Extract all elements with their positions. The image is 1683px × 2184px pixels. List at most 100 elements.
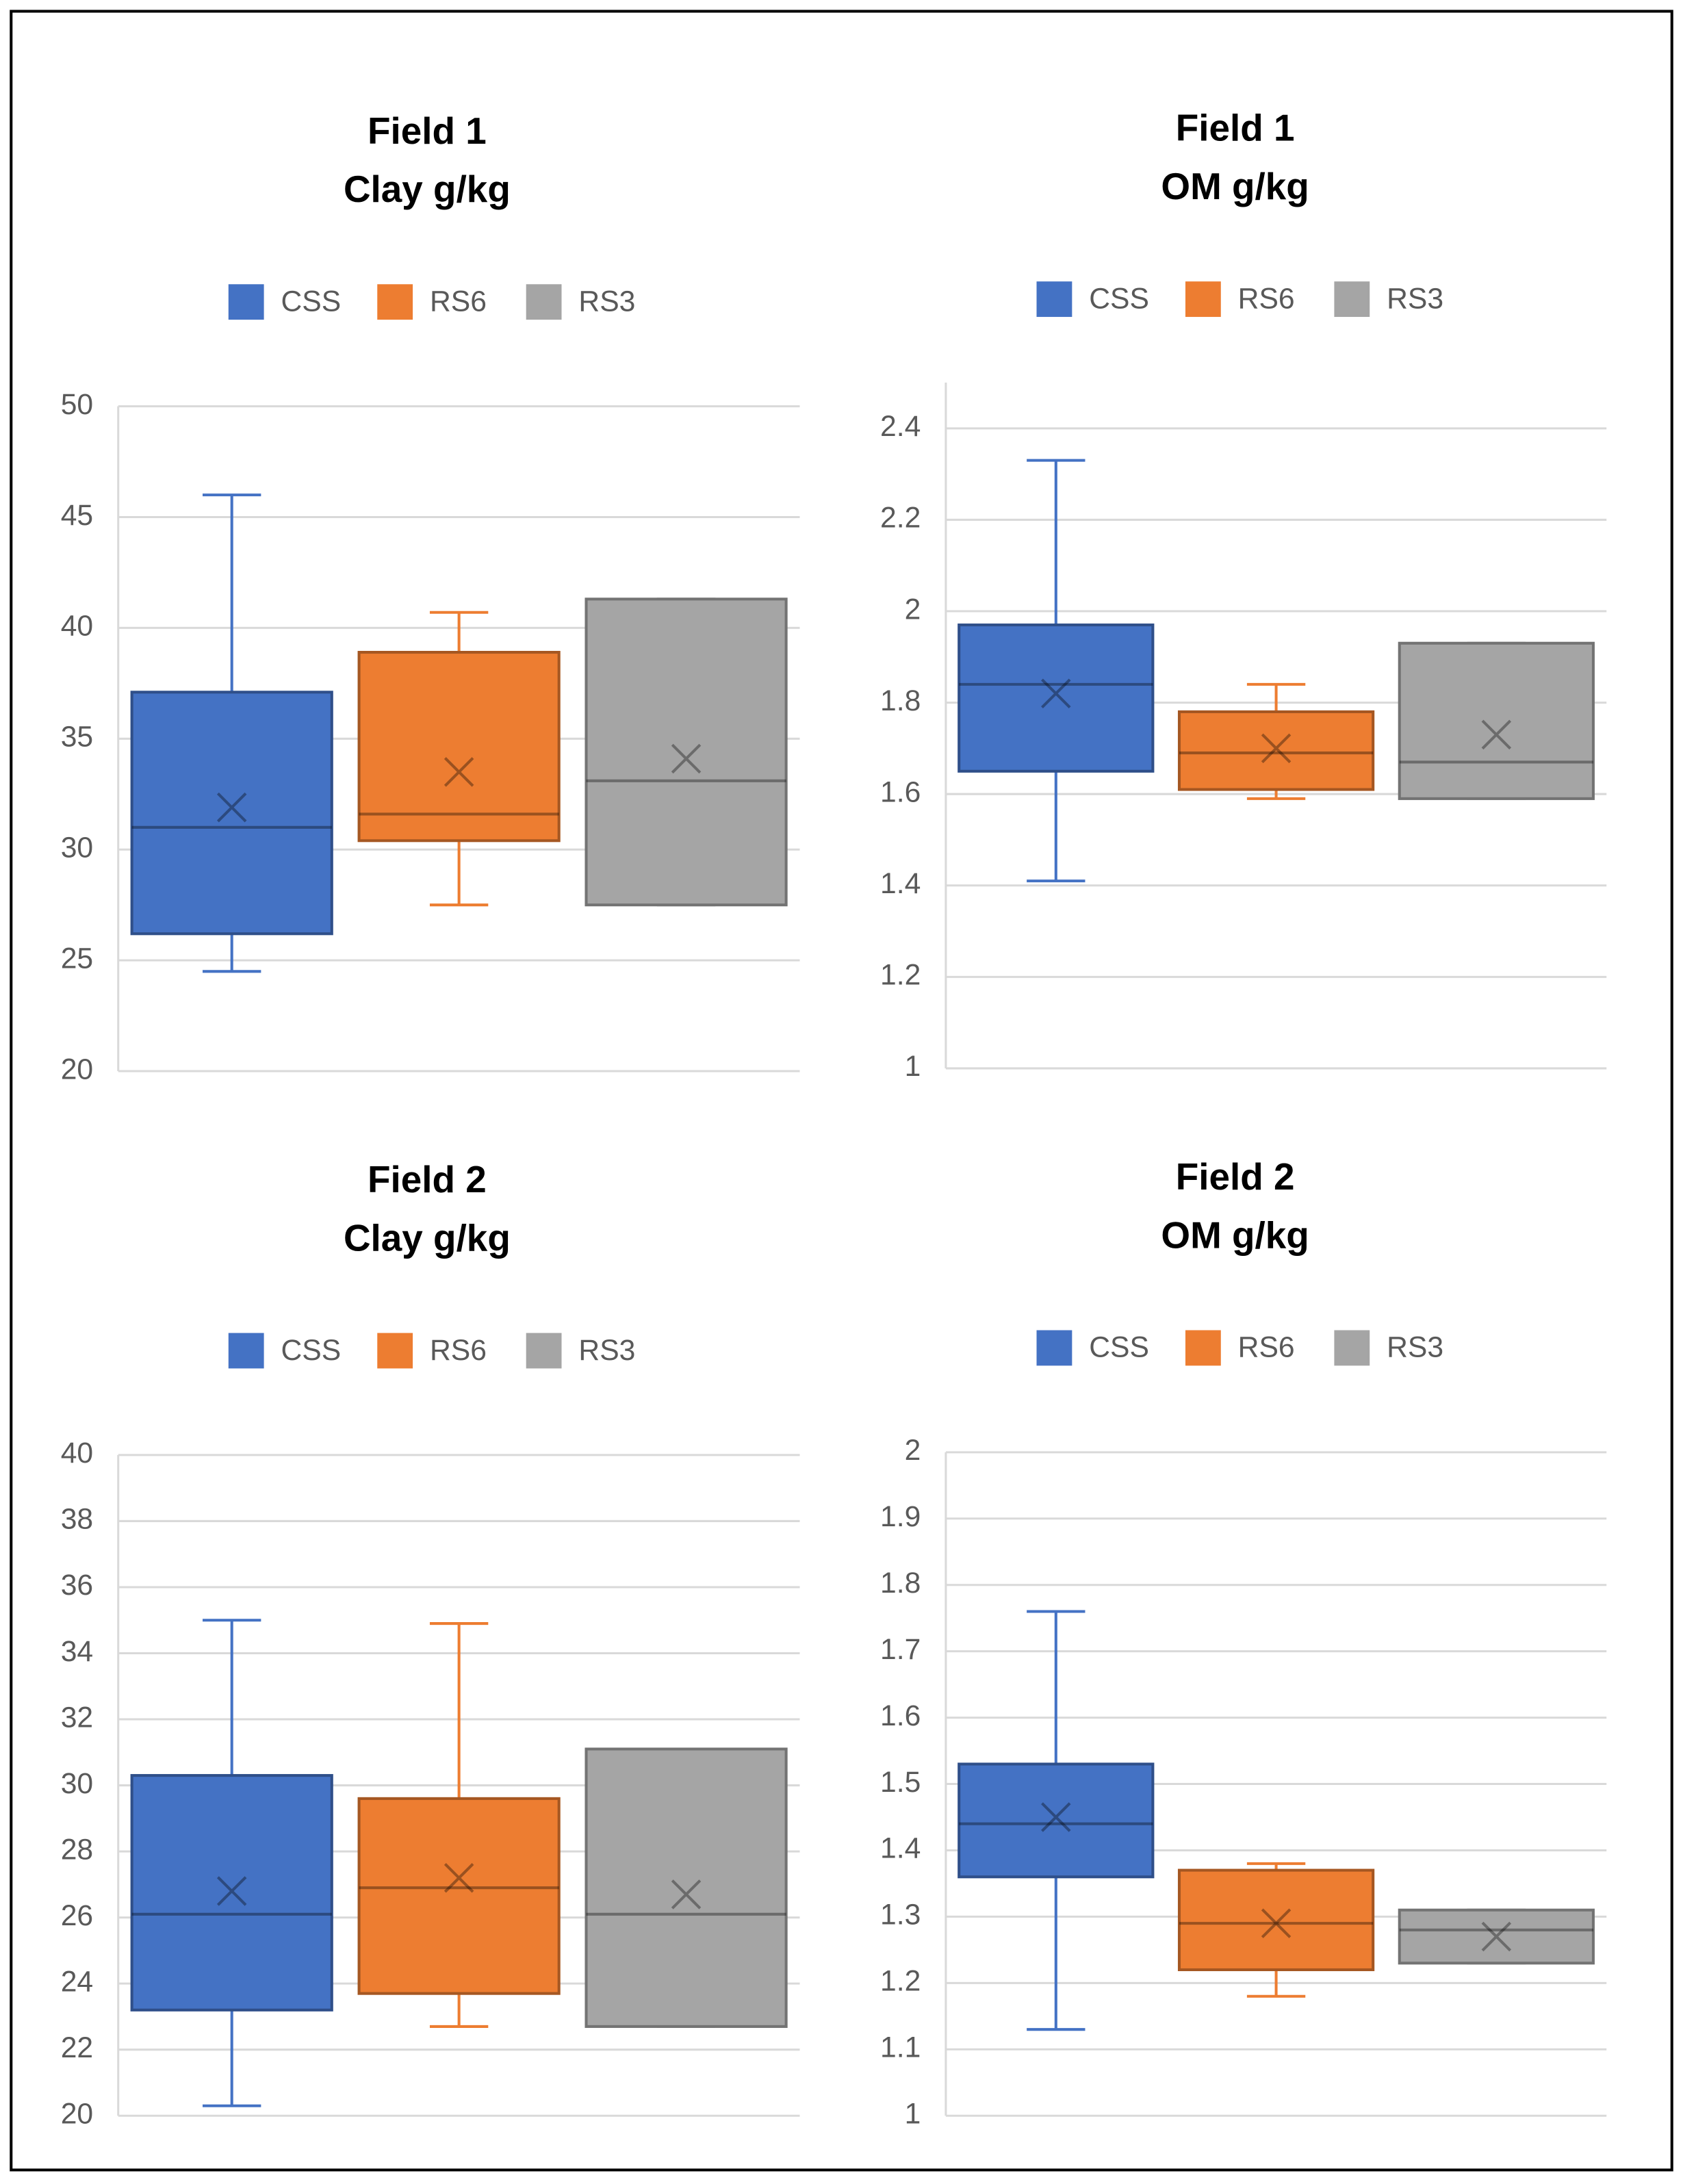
mean-marker xyxy=(1481,1921,1512,1952)
y-tick-label: 28 xyxy=(61,1833,93,1866)
y-tick-label: 1.6 xyxy=(880,1699,921,1732)
box-edge xyxy=(1177,1868,1375,1971)
chart-title: Field 1 xyxy=(368,110,487,152)
box xyxy=(357,1797,561,1995)
box-edge xyxy=(1398,1908,1595,1965)
y-tick-label: 26 xyxy=(61,1899,93,1932)
legend-label: RS6 xyxy=(1238,282,1295,315)
chart-title: Field 1 xyxy=(1176,107,1295,149)
legend-label: RS3 xyxy=(1387,282,1443,315)
chart-subtitle: OM g/kg xyxy=(1161,1213,1309,1256)
legend-label: CSS xyxy=(281,1334,342,1367)
legend-label: RS3 xyxy=(578,285,635,318)
y-tick-label: 1.4 xyxy=(880,1832,921,1865)
legend-swatch xyxy=(1185,1330,1221,1366)
y-tick-label: 1.9 xyxy=(880,1500,921,1533)
box-edge xyxy=(357,650,561,843)
y-tick-label: 1 xyxy=(905,1050,921,1083)
y-tick-label: 1.8 xyxy=(880,1567,921,1600)
y-tick-label: 22 xyxy=(61,2031,93,2064)
box-edge xyxy=(1398,641,1595,800)
chart-subtitle: Clay g/kg xyxy=(344,1216,511,1259)
box xyxy=(584,1747,788,2028)
legend-label: CSS xyxy=(281,285,342,318)
box xyxy=(958,624,1155,773)
box xyxy=(1177,710,1375,791)
box xyxy=(357,650,561,843)
box-edge xyxy=(130,1774,333,2012)
y-tick-label: 1.6 xyxy=(880,775,921,808)
y-tick-label: 34 xyxy=(61,1635,93,1668)
y-tick-label: 24 xyxy=(61,1965,93,1998)
y-tick-label: 1 xyxy=(905,2097,921,2130)
legend-swatch xyxy=(526,284,562,320)
legend-label: RS3 xyxy=(1387,1331,1443,1364)
mean-marker xyxy=(1041,1802,1071,1832)
y-tick-label: 20 xyxy=(61,1053,93,1085)
y-tick-label: 40 xyxy=(61,1437,93,1469)
box xyxy=(130,1774,333,2012)
box xyxy=(958,1762,1155,1879)
legend-label: RS6 xyxy=(1238,1331,1295,1364)
mean-marker xyxy=(216,792,247,823)
mean-marker xyxy=(216,1876,247,1906)
y-tick-label: 1.5 xyxy=(880,1766,921,1799)
box xyxy=(130,691,333,936)
y-tick-label: 1.2 xyxy=(880,959,921,992)
legend-swatch xyxy=(228,1333,264,1369)
box-edge xyxy=(958,1762,1155,1879)
box-edge xyxy=(584,598,788,907)
mean-marker xyxy=(1261,1908,1292,1938)
legend-swatch xyxy=(1334,281,1370,318)
chart-title: Field 2 xyxy=(368,1158,487,1200)
box xyxy=(584,598,788,907)
chart-subtitle: Clay g/kg xyxy=(344,168,511,210)
mean-marker xyxy=(1261,733,1292,764)
y-tick-label: 25 xyxy=(61,942,93,975)
legend-swatch xyxy=(1036,1330,1072,1366)
box xyxy=(1398,1908,1595,1965)
y-tick-label: 1.2 xyxy=(880,1965,921,1998)
mean-marker xyxy=(444,1862,474,1893)
chart-subtitle: OM g/kg xyxy=(1161,165,1309,207)
y-tick-label: 2 xyxy=(905,593,921,626)
box-edge xyxy=(958,624,1155,773)
box-edge xyxy=(1177,710,1375,791)
y-tick-label: 35 xyxy=(61,721,93,754)
y-tick-label: 2.4 xyxy=(880,410,921,443)
y-tick-label: 32 xyxy=(61,1701,93,1734)
y-tick-label: 30 xyxy=(61,1767,93,1800)
legend-swatch xyxy=(1185,281,1221,318)
legend-swatch xyxy=(1334,1330,1370,1366)
y-tick-label: 30 xyxy=(61,831,93,864)
mean-marker xyxy=(1041,678,1071,709)
chart-title: Field 2 xyxy=(1176,1155,1295,1198)
legend-label: CSS xyxy=(1089,282,1149,315)
y-tick-label: 1.3 xyxy=(880,1899,921,1931)
legend-label: RS3 xyxy=(578,1334,635,1367)
y-tick-label: 45 xyxy=(61,499,93,532)
y-tick-label: 50 xyxy=(61,388,93,421)
legend-swatch xyxy=(377,284,413,320)
box-edge xyxy=(584,1747,788,2028)
box-edge xyxy=(357,1797,561,1995)
legend-swatch xyxy=(1036,281,1072,318)
y-tick-label: 1.7 xyxy=(880,1633,921,1666)
y-tick-label: 38 xyxy=(61,1503,93,1536)
box-edge xyxy=(130,691,333,936)
y-tick-label: 2 xyxy=(905,1434,921,1467)
y-tick-label: 40 xyxy=(61,610,93,643)
y-tick-label: 36 xyxy=(61,1569,93,1602)
mean-marker xyxy=(671,743,702,774)
y-tick-label: 1.1 xyxy=(880,2031,921,2064)
y-tick-label: 1.4 xyxy=(880,867,921,900)
legend-swatch xyxy=(377,1333,413,1369)
y-tick-label: 2.2 xyxy=(880,502,921,535)
box xyxy=(1398,641,1595,800)
mean-marker xyxy=(671,1879,702,1910)
box xyxy=(1177,1868,1375,1971)
legend-swatch xyxy=(526,1333,562,1369)
mean-marker xyxy=(1481,719,1512,750)
mean-marker xyxy=(444,757,474,787)
